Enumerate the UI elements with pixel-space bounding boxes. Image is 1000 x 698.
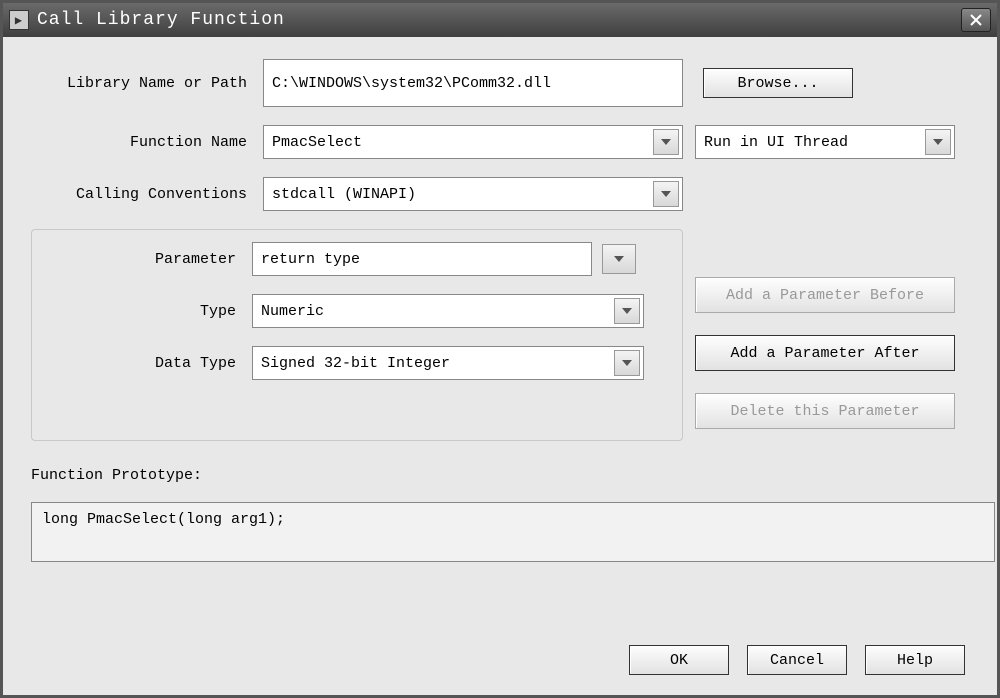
chevron-down-icon [614,298,640,324]
ok-button[interactable]: OK [629,645,729,675]
help-button[interactable]: Help [865,645,965,675]
parameter-dropdown-button[interactable] [602,244,636,274]
dialog-footer: OK Cancel Help [31,629,969,679]
type-label: Type [44,303,240,320]
function-name-label: Function Name [31,134,251,151]
app-icon: ▶ [9,10,29,30]
function-name-value: PmacSelect [272,134,362,151]
delete-parameter-button[interactable]: Delete this Parameter [695,393,955,429]
dialog-content: Library Name or Path C:\WINDOWS\system32… [3,37,997,695]
parameter-group: Parameter return type Type Numeric [31,229,683,441]
browse-button[interactable]: Browse... [703,68,853,98]
type-value: Numeric [261,303,324,320]
calling-conventions-combo[interactable]: stdcall (WINAPI) [263,177,683,211]
type-combo[interactable]: Numeric [252,294,644,328]
window-title: Call Library Function [37,10,961,30]
cancel-button[interactable]: Cancel [747,645,847,675]
close-icon [969,13,983,27]
chevron-down-icon [653,129,679,155]
call-library-function-window: ▶ Call Library Function Library Name or … [0,0,1000,698]
chevron-down-icon [653,181,679,207]
data-type-label: Data Type [44,355,240,372]
library-path-input[interactable]: C:\WINDOWS\system32\PComm32.dll [263,59,683,107]
library-path-value: C:\WINDOWS\system32\PComm32.dll [272,75,551,92]
parameter-buttons: Add a Parameter Before Add a Parameter A… [695,229,995,429]
thread-mode-value: Run in UI Thread [704,134,848,151]
thread-mode-combo[interactable]: Run in UI Thread [695,125,955,159]
titlebar: ▶ Call Library Function [3,3,997,37]
close-button[interactable] [961,8,991,32]
function-prototype-value: long PmacSelect(long arg1); [42,511,285,528]
library-path-label: Library Name or Path [31,75,251,92]
data-type-combo[interactable]: Signed 32-bit Integer [252,346,644,380]
function-name-combo[interactable]: PmacSelect [263,125,683,159]
function-prototype-box: long PmacSelect(long arg1); [31,502,995,562]
chevron-down-icon [925,129,951,155]
form-area: Library Name or Path C:\WINDOWS\system32… [31,59,969,629]
calling-conventions-label: Calling Conventions [31,186,251,203]
chevron-down-icon [614,256,624,262]
parameter-label: Parameter [44,251,240,268]
calling-conventions-value: stdcall (WINAPI) [272,186,416,203]
parameter-input[interactable]: return type [252,242,592,276]
add-parameter-after-button[interactable]: Add a Parameter After [695,335,955,371]
chevron-down-icon [614,350,640,376]
add-parameter-before-button[interactable]: Add a Parameter Before [695,277,955,313]
data-type-value: Signed 32-bit Integer [261,355,450,372]
function-prototype-label: Function Prototype: [31,467,995,484]
parameter-value: return type [261,251,360,268]
